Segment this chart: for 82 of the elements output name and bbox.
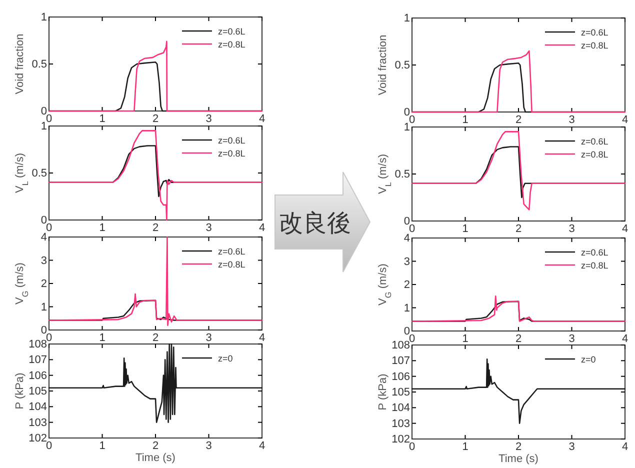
x-tick-label: 3: [568, 222, 575, 235]
y-tick-label: 103: [392, 418, 410, 430]
x-tick-label: 2: [152, 112, 159, 125]
x-tick-label: 1: [99, 222, 106, 234]
text: 改良後: [279, 210, 351, 237]
y-tick-label: 106: [28, 370, 47, 382]
y-axis-title: P (kPa): [377, 374, 389, 410]
legend-label: z=0.6L: [218, 246, 246, 256]
y-tick-label: 1: [40, 12, 47, 24]
y-tick-label: 108: [28, 338, 47, 351]
y-tick-label: 107: [392, 355, 410, 368]
x-tick-label: 2: [515, 332, 522, 345]
y-tick-label: 102: [28, 432, 47, 445]
legend-label: z=0.6L: [581, 248, 608, 258]
y-tick-label: 0.5: [394, 168, 410, 181]
x-tick-label: 4: [258, 112, 266, 125]
legend-label: z=0.8L: [581, 40, 608, 50]
x-tick-label: 4: [622, 332, 628, 345]
x-tick-label: 3: [568, 332, 575, 345]
y-tick-label: 104: [28, 401, 47, 414]
y-tick-label: 0.5: [32, 168, 47, 180]
legend-label: z=0: [218, 354, 233, 364]
legend-label: z=0.8L: [218, 40, 246, 50]
x-tick-label: 1: [99, 332, 106, 344]
legend-label: z=0.6L: [218, 26, 246, 36]
legend-label: z=0.8L: [218, 148, 246, 158]
y-tick-label: 0.5: [32, 58, 47, 71]
x-tick-label: 2: [152, 222, 159, 234]
y-tick-label: 4: [40, 232, 47, 244]
y-tick-label: 2: [40, 278, 47, 290]
y-tick-label: 1: [404, 12, 410, 25]
legend-label: z=0.8L: [581, 150, 608, 160]
x-tick-label: 3: [206, 112, 212, 125]
x-tick-label: 4: [622, 114, 628, 126]
x-tick-label: 1: [99, 440, 106, 452]
y-tick-label: 0.5: [394, 60, 410, 72]
x-tick-label: 2: [515, 440, 522, 453]
y-tick-label: 104: [392, 402, 410, 414]
legend-label: z=0.8L: [218, 260, 246, 270]
x-tick-label: 4: [258, 332, 266, 344]
x-tick-label: 1: [462, 332, 468, 345]
y-tick-label: 1: [404, 302, 410, 314]
y-tick-label: 2: [404, 279, 410, 292]
x-tick-label: 4: [258, 222, 266, 234]
y-axis-title: Void fraction: [14, 34, 26, 94]
y-axis-title: P (kPa): [14, 372, 26, 410]
x-tick-label: 2: [152, 440, 159, 452]
x-tick-label: 3: [206, 332, 212, 344]
legend-label: z=0.6L: [581, 28, 608, 38]
legend-label: z=0.6L: [218, 136, 246, 146]
x-axis-title: Time (s): [498, 453, 538, 465]
y-tick-label: 105: [392, 386, 410, 399]
x-tick-label: 3: [568, 114, 575, 126]
x-tick-label: 2: [515, 222, 522, 235]
y-tick-label: 3: [404, 256, 410, 268]
legend-label: z=0.8L: [581, 260, 608, 270]
y-tick-label: 4: [404, 232, 410, 245]
y-tick-label: 108: [392, 340, 410, 352]
x-tick-label: 3: [206, 222, 212, 234]
y-tick-label: 102: [392, 434, 410, 446]
x-tick-label: 2: [152, 332, 159, 344]
x-tick-label: 1: [462, 440, 468, 453]
x-tick-label: 1: [462, 222, 468, 235]
y-tick-label: 1: [404, 122, 410, 134]
y-tick-label: 1: [40, 301, 47, 314]
legend-label: z=0: [581, 354, 596, 364]
x-axis-title: Time (s): [136, 452, 176, 464]
x-tick-label: 2: [515, 114, 522, 126]
y-tick-label: 3: [40, 254, 47, 267]
y-tick-label: 105: [28, 386, 47, 398]
y-tick-label: 107: [28, 354, 47, 366]
x-tick-label: 3: [206, 440, 212, 452]
x-tick-label: 3: [568, 440, 575, 453]
y-tick-label: 103: [28, 416, 47, 429]
y-axis-title: Void fraction: [377, 34, 389, 96]
x-tick-label: 1: [99, 112, 106, 125]
x-tick-label: 1: [462, 114, 468, 126]
x-tick-label: 4: [622, 222, 628, 235]
legend-label: z=0.6L: [581, 136, 608, 146]
x-tick-label: 4: [258, 440, 266, 452]
y-tick-label: 106: [392, 370, 410, 383]
x-tick-label: 4: [622, 440, 628, 453]
